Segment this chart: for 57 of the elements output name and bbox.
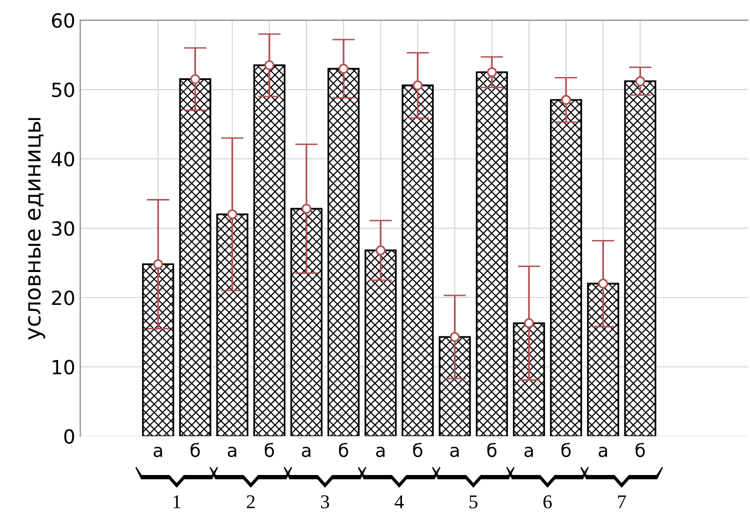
y-tick-label: 30 — [52, 221, 74, 236]
point — [190, 74, 200, 84]
point — [153, 259, 164, 270]
point — [598, 278, 608, 289]
point — [301, 204, 312, 214]
point — [635, 76, 646, 86]
bar — [253, 64, 286, 436]
bar — [364, 250, 397, 436]
point — [561, 94, 572, 105]
point — [524, 318, 534, 328]
text: 3 — [321, 495, 330, 508]
text: 7 — [618, 495, 626, 508]
point — [227, 209, 238, 220]
bar — [512, 322, 545, 436]
point — [450, 332, 460, 342]
y-tick-label: 60 — [52, 13, 74, 28]
bar — [438, 336, 471, 436]
text: 4 — [394, 495, 404, 508]
text: 2 — [246, 495, 255, 508]
point — [338, 64, 349, 74]
x-tick-label: б — [190, 442, 200, 458]
text: 5 — [470, 495, 478, 508]
bar — [624, 80, 656, 436]
x-tick-label: б — [264, 442, 274, 458]
text: 6 — [543, 495, 552, 508]
y-tick-label: 20 — [52, 290, 74, 306]
y-tick-label: 10 — [52, 360, 74, 374]
x-tick-label: б — [636, 442, 645, 458]
bar — [476, 71, 508, 436]
x-tick-label: а — [598, 446, 608, 458]
bar — [587, 282, 620, 436]
bar — [142, 263, 174, 436]
y-tick-label: 40 — [52, 152, 74, 167]
x-tick-label: а — [154, 446, 162, 458]
point — [486, 67, 497, 78]
x-tick-label: а — [228, 446, 236, 458]
x-tick-label: а — [450, 446, 459, 458]
x-tick-label: а — [302, 446, 310, 458]
bar — [216, 213, 248, 436]
point — [412, 80, 423, 90]
y-tick-label: 0 — [64, 429, 74, 444]
x-tick-label: б — [413, 442, 422, 458]
x-tick-label: б — [561, 442, 571, 458]
x-tick-label: а — [376, 446, 385, 458]
point — [376, 245, 386, 256]
x-tick-label: а — [524, 446, 533, 458]
text: 1 — [174, 495, 180, 508]
y-tick-label: 50 — [52, 82, 74, 98]
x-tick-label: б — [487, 442, 496, 458]
y-axis-title: условные единицы — [28, 118, 46, 340]
bar — [179, 78, 212, 436]
bar — [550, 99, 582, 436]
bar — [328, 68, 360, 436]
point — [264, 60, 274, 70]
bar — [290, 208, 322, 436]
bar — [402, 84, 434, 436]
x-tick-label: б — [338, 442, 348, 458]
